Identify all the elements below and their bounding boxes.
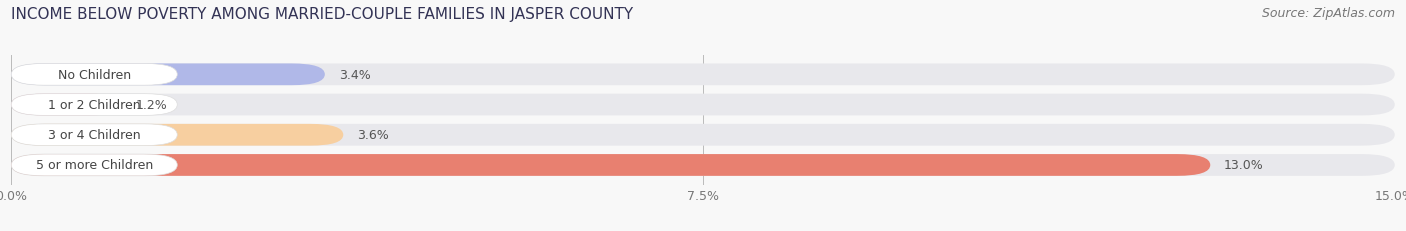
Text: 1.2%: 1.2% <box>136 99 167 112</box>
FancyBboxPatch shape <box>11 124 1395 146</box>
FancyBboxPatch shape <box>11 94 177 116</box>
FancyBboxPatch shape <box>11 64 1395 86</box>
FancyBboxPatch shape <box>11 154 1211 176</box>
FancyBboxPatch shape <box>11 64 177 86</box>
FancyBboxPatch shape <box>11 154 1395 176</box>
Text: 3 or 4 Children: 3 or 4 Children <box>48 129 141 142</box>
FancyBboxPatch shape <box>11 64 325 86</box>
FancyBboxPatch shape <box>11 94 122 116</box>
Text: INCOME BELOW POVERTY AMONG MARRIED-COUPLE FAMILIES IN JASPER COUNTY: INCOME BELOW POVERTY AMONG MARRIED-COUPL… <box>11 7 633 22</box>
Text: No Children: No Children <box>58 69 131 82</box>
Text: 1 or 2 Children: 1 or 2 Children <box>48 99 141 112</box>
Text: 13.0%: 13.0% <box>1225 159 1264 172</box>
Text: 3.4%: 3.4% <box>339 69 370 82</box>
FancyBboxPatch shape <box>11 154 177 176</box>
FancyBboxPatch shape <box>11 124 343 146</box>
FancyBboxPatch shape <box>11 94 1395 116</box>
FancyBboxPatch shape <box>11 124 177 146</box>
Text: Source: ZipAtlas.com: Source: ZipAtlas.com <box>1261 7 1395 20</box>
Text: 5 or more Children: 5 or more Children <box>35 159 153 172</box>
Text: 3.6%: 3.6% <box>357 129 389 142</box>
